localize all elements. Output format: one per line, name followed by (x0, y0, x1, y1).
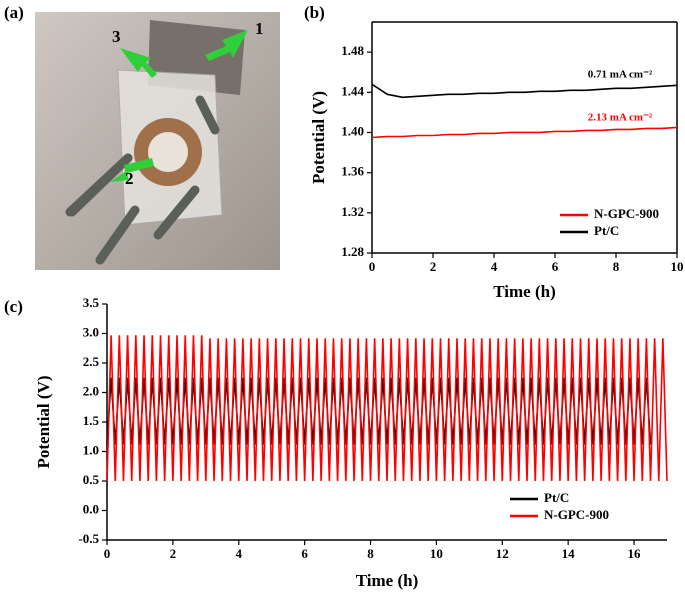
x-tick-label: 8 (367, 546, 374, 561)
series-line (106, 377, 652, 445)
panel-label: (b) (304, 3, 325, 22)
legend-label: N-GPC-900 (544, 507, 609, 522)
y-tick-label: -0.5 (78, 531, 99, 546)
x-axis-title: Time (h) (493, 282, 556, 301)
panel-label: (c) (4, 297, 23, 316)
legend-label: Pt/C (544, 490, 569, 505)
x-tick-label: 0 (104, 546, 111, 561)
x-tick-label: 6 (552, 259, 559, 274)
annotation: 0.71 mA cm⁻² (588, 69, 653, 81)
legend-label: N-GPC-900 (594, 206, 659, 221)
arrows (110, 30, 248, 182)
bolts (65, 95, 220, 265)
x-tick-label: 10 (430, 546, 443, 561)
cell-window-inner (148, 132, 188, 172)
y-tick-label: 1.44 (341, 83, 364, 98)
series-line (106, 335, 668, 482)
x-tick-label: 0 (369, 259, 376, 274)
x-tick-label: 12 (496, 546, 509, 561)
y-tick-label: 0.0 (83, 501, 99, 516)
y-tick-label: 2.0 (83, 383, 99, 398)
y-tick-label: 1.48 (341, 43, 364, 58)
y-axis-title: Potential (V) (34, 375, 53, 468)
x-tick-label: 8 (613, 259, 620, 274)
x-tick-label: 16 (628, 546, 642, 561)
y-axis-title: Potential (V) (309, 91, 328, 184)
y-tick-label: 1.0 (83, 442, 99, 457)
y-tick-label: 1.32 (341, 204, 364, 219)
photo-label: 1 (255, 19, 264, 38)
y-tick-label: 1.5 (83, 413, 100, 428)
legend-label: Pt/C (594, 223, 619, 238)
x-tick-label: 10 (671, 259, 684, 274)
x-axis-title: Time (h) (356, 571, 419, 590)
y-tick-label: 2.5 (83, 354, 100, 369)
x-tick-label: 4 (491, 259, 498, 274)
photo-label: 3 (112, 27, 121, 46)
x-tick-label: 4 (236, 546, 243, 561)
x-tick-label: 2 (430, 259, 437, 274)
annotation: 2.13 mA cm⁻² (588, 112, 653, 124)
panel-label: (a) (4, 3, 24, 22)
y-tick-label: 3.5 (83, 295, 100, 310)
photo: 1 2 3 (35, 12, 280, 270)
x-tick-label: 6 (301, 546, 308, 561)
photo-label: 2 (125, 169, 134, 188)
x-tick-label: 2 (170, 546, 177, 561)
y-tick-label: 1.28 (341, 244, 364, 259)
y-tick-label: 1.40 (341, 123, 364, 138)
series-line (371, 126, 678, 139)
series-line (371, 83, 678, 99)
y-tick-label: 0.5 (83, 472, 100, 487)
y-tick-label: 1.36 (341, 164, 364, 179)
y-tick-label: 3.0 (83, 324, 99, 339)
x-tick-label: 14 (562, 546, 576, 561)
